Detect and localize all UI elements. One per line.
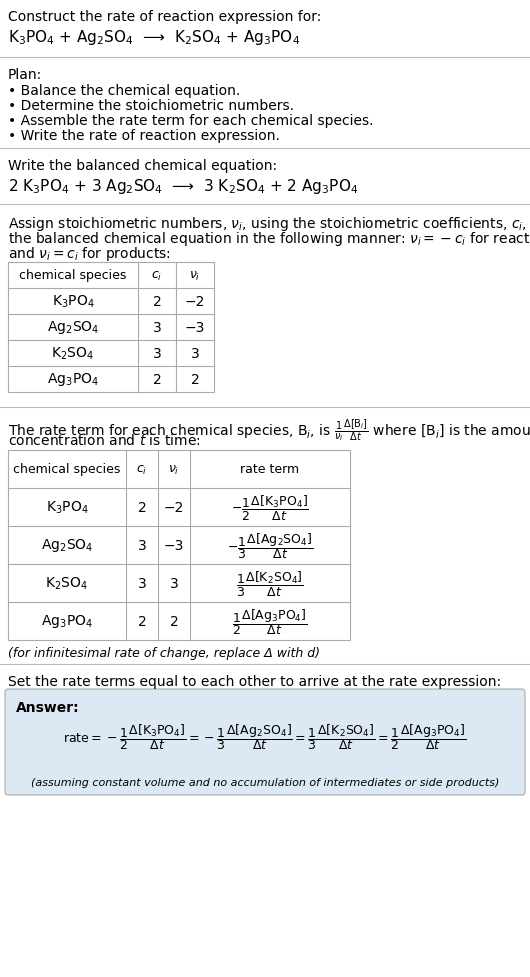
- Text: 3: 3: [153, 347, 161, 361]
- Text: Answer:: Answer:: [16, 701, 80, 714]
- Text: The rate term for each chemical species, B$_i$, is $\frac{1}{\nu_i}\frac{\Delta[: The rate term for each chemical species,…: [8, 417, 530, 444]
- Text: $\nu_i$: $\nu_i$: [169, 463, 180, 476]
- Text: Ag$_3$PO$_4$: Ag$_3$PO$_4$: [41, 613, 93, 630]
- Text: $\mathrm{rate} = -\dfrac{1}{2}\dfrac{\Delta[\mathrm{K_3PO_4}]}{\Delta t} = -\dfr: $\mathrm{rate} = -\dfrac{1}{2}\dfrac{\De…: [63, 721, 467, 751]
- Text: −2: −2: [185, 295, 205, 309]
- Text: −2: −2: [164, 500, 184, 515]
- Text: 3: 3: [153, 320, 161, 335]
- Text: $-\dfrac{1}{2}\dfrac{\Delta[\mathrm{K_3PO_4}]}{\Delta t}$: $-\dfrac{1}{2}\dfrac{\Delta[\mathrm{K_3P…: [231, 493, 309, 522]
- Text: chemical species: chemical species: [13, 463, 121, 476]
- Text: 2: 2: [191, 372, 199, 387]
- Text: • Balance the chemical equation.: • Balance the chemical equation.: [8, 84, 240, 98]
- Text: concentration and $t$ is time:: concentration and $t$ is time:: [8, 433, 201, 447]
- Text: • Assemble the rate term for each chemical species.: • Assemble the rate term for each chemic…: [8, 114, 374, 128]
- Text: Construct the rate of reaction expression for:: Construct the rate of reaction expressio…: [8, 10, 321, 24]
- Text: (for infinitesimal rate of change, replace Δ with d): (for infinitesimal rate of change, repla…: [8, 647, 320, 659]
- Text: rate term: rate term: [241, 463, 299, 476]
- Text: $\nu_i$: $\nu_i$: [189, 270, 201, 282]
- Bar: [8, 263, 214, 393]
- Text: 2: 2: [153, 372, 161, 387]
- Text: Assign stoichiometric numbers, $\nu_i$, using the stoichiometric coefficients, $: Assign stoichiometric numbers, $\nu_i$, …: [8, 215, 530, 233]
- Text: 3: 3: [138, 576, 146, 590]
- Text: K$_2$SO$_4$: K$_2$SO$_4$: [46, 575, 89, 592]
- Text: $c_i$: $c_i$: [152, 270, 163, 282]
- Text: • Write the rate of reaction expression.: • Write the rate of reaction expression.: [8, 129, 280, 143]
- Text: $c_i$: $c_i$: [136, 463, 148, 476]
- Text: 2: 2: [138, 615, 146, 628]
- Text: 2: 2: [170, 615, 179, 628]
- Text: Ag$_2$SO$_4$: Ag$_2$SO$_4$: [47, 319, 99, 336]
- Text: K$_3$PO$_4$: K$_3$PO$_4$: [51, 293, 94, 310]
- Text: $\dfrac{1}{3}\dfrac{\Delta[\mathrm{K_2SO_4}]}{\Delta t}$: $\dfrac{1}{3}\dfrac{\Delta[\mathrm{K_2SO…: [236, 569, 304, 598]
- Text: 2 K$_3$PO$_4$ + 3 Ag$_2$SO$_4$  ⟶  3 K$_2$SO$_4$ + 2 Ag$_3$PO$_4$: 2 K$_3$PO$_4$ + 3 Ag$_2$SO$_4$ ⟶ 3 K$_2$…: [8, 177, 358, 195]
- FancyBboxPatch shape: [5, 690, 525, 795]
- Text: K$_2$SO$_4$: K$_2$SO$_4$: [51, 346, 95, 361]
- Text: 2: 2: [138, 500, 146, 515]
- Text: Plan:: Plan:: [8, 68, 42, 82]
- Text: Ag$_3$PO$_4$: Ag$_3$PO$_4$: [47, 371, 99, 388]
- Text: 3: 3: [170, 576, 179, 590]
- Text: • Determine the stoichiometric numbers.: • Determine the stoichiometric numbers.: [8, 99, 294, 113]
- Text: the balanced chemical equation in the following manner: $\nu_i = -c_i$ for react: the balanced chemical equation in the fo…: [8, 230, 530, 248]
- Text: 3: 3: [191, 347, 199, 361]
- Text: 3: 3: [138, 538, 146, 552]
- Text: $\dfrac{1}{2}\dfrac{\Delta[\mathrm{Ag_3PO_4}]}{\Delta t}$: $\dfrac{1}{2}\dfrac{\Delta[\mathrm{Ag_3P…: [232, 607, 308, 636]
- Bar: [8, 450, 350, 640]
- Text: Set the rate terms equal to each other to arrive at the rate expression:: Set the rate terms equal to each other t…: [8, 674, 501, 688]
- Text: 2: 2: [153, 295, 161, 309]
- Text: K$_3$PO$_4$: K$_3$PO$_4$: [46, 499, 89, 516]
- Text: Write the balanced chemical equation:: Write the balanced chemical equation:: [8, 159, 277, 173]
- Text: and $\nu_i = c_i$ for products:: and $\nu_i = c_i$ for products:: [8, 245, 171, 263]
- Text: chemical species: chemical species: [19, 270, 127, 282]
- Text: −3: −3: [185, 320, 205, 335]
- Text: $-\dfrac{1}{3}\dfrac{\Delta[\mathrm{Ag_2SO_4}]}{\Delta t}$: $-\dfrac{1}{3}\dfrac{\Delta[\mathrm{Ag_2…: [227, 531, 313, 561]
- Text: (assuming constant volume and no accumulation of intermediates or side products): (assuming constant volume and no accumul…: [31, 778, 499, 787]
- Text: K$_3$PO$_4$ + Ag$_2$SO$_4$  ⟶  K$_2$SO$_4$ + Ag$_3$PO$_4$: K$_3$PO$_4$ + Ag$_2$SO$_4$ ⟶ K$_2$SO$_4$…: [8, 28, 301, 47]
- Text: −3: −3: [164, 538, 184, 552]
- Text: Ag$_2$SO$_4$: Ag$_2$SO$_4$: [41, 537, 93, 554]
